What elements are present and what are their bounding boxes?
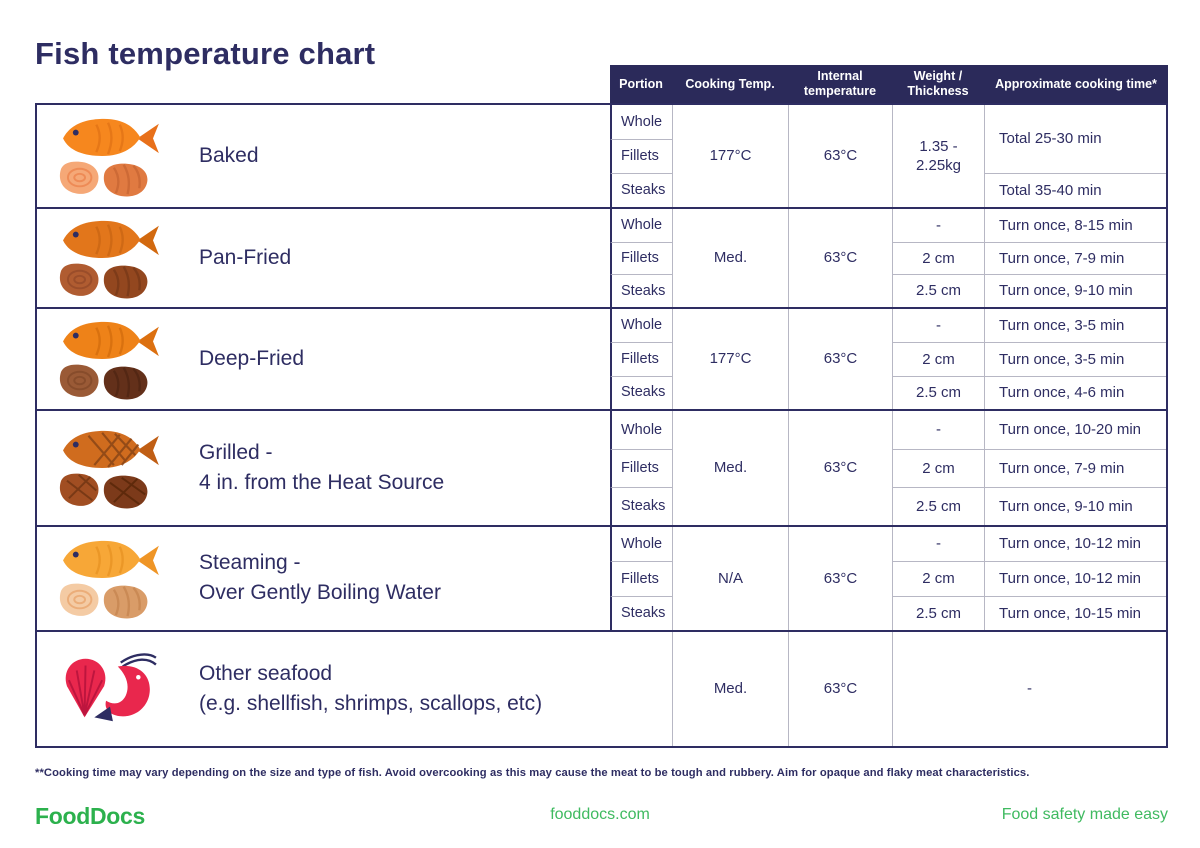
method-label: Other seafood (e.g. shellfish, shrimps, s… — [199, 661, 543, 715]
cooking-temp-cell: 177°C — [672, 105, 788, 207]
method-label: Grilled -4 in. from the Heat Source — [199, 440, 445, 494]
method-cell: Deep-Fried — [37, 309, 610, 409]
weight-cell: 2 cm — [892, 561, 984, 596]
method-block-steaming: Steaming - Over Gently Boiling Water Whole… — [37, 525, 1166, 630]
portion-cell: Whole — [610, 527, 672, 562]
cooking-temp-cell: N/A — [672, 527, 788, 630]
weight-cell: 2.5 cm — [892, 375, 984, 409]
method-block-deep-fried: Deep-Fried Whole Fillets Steaks 177°C 63°C -2 … — [37, 307, 1166, 409]
cooking-time-cell: Turn once, 10-12 min — [984, 561, 1166, 596]
col-header-internal-temperature: Internal temperature — [803, 69, 877, 98]
weight-cell: 2.5 cm — [892, 274, 984, 307]
cooking-time-cell: Turn once, 8-15 min — [984, 209, 1166, 242]
portion-cell: Fillets — [610, 342, 672, 376]
weight-cell: - — [892, 209, 984, 242]
portion-cell: Whole — [610, 309, 672, 343]
cooking-time-cell: Turn once, 9-10 min — [984, 487, 1166, 525]
portion-cell: Steaks — [610, 274, 672, 307]
internal-temp-cell: 63°C — [788, 527, 892, 630]
method-block-other-seafood: Other seafood (e.g. shellfish, shrimps, s… — [37, 630, 1166, 746]
method-cell: Steaming - Over Gently Boiling Water — [37, 527, 610, 630]
portion-cell: Whole — [610, 209, 672, 242]
cooking-temp-cell: Med. — [672, 632, 788, 746]
method-label: Pan-Fried — [199, 245, 292, 269]
portion-cell: Fillets — [610, 449, 672, 487]
cooking-time-cell: Turn once, 10-12 min — [984, 527, 1166, 562]
fooddocs-logo: FoodDocs — [35, 803, 146, 829]
footer-tagline: Food safety made easy — [1001, 806, 1168, 823]
internal-temp-cell: 63°C — [788, 105, 892, 207]
footer: FoodDocs fooddocs.com Food safety made e… — [0, 800, 1200, 834]
weight-cell: - — [892, 309, 984, 343]
footer-website: fooddocs.com — [550, 806, 650, 823]
cooking-time-cell: Turn once, 4-6 min — [984, 375, 1166, 409]
weight-cell: 2.5 cm — [892, 487, 984, 525]
method-label: Steaming - Over Gently Boiling Water — [199, 551, 441, 605]
method-label: Baked — [199, 143, 259, 167]
weight-time-cell: - — [892, 632, 1166, 746]
weight-cell: - — [892, 411, 984, 449]
page-title: Fish temperature chart — [35, 36, 376, 71]
cooking-time-cell: Turn once, 10-20 min — [984, 411, 1166, 449]
cooking-time-cell: Turn once, 9-10 min — [984, 274, 1166, 307]
method-cell: Baked — [37, 105, 610, 207]
cooking-time-cell: Turn once, 10-15 min — [984, 595, 1166, 630]
internal-temp-cell: 63°C — [788, 632, 892, 746]
col-header-cooking-time: Approximate cooking time* — [995, 76, 1157, 91]
weight-cell: 1.35 - 2.25kg — [892, 105, 984, 207]
cooking-temp-cell: 177°C — [672, 309, 788, 409]
weight-cell: 2 cm — [892, 241, 984, 275]
weight-cell: 2.5 cm — [892, 595, 984, 630]
portion-cell: Fillets — [610, 241, 672, 275]
table-body: Baked Whole Fillets Steaks 177°C 63°C 1.35 - 2… — [35, 103, 1168, 748]
col-header-cooking-temp: Cooking Temp. — [685, 76, 775, 91]
pan-fried-fish-icon — [55, 214, 163, 302]
grilled-fish-icon — [55, 424, 163, 512]
portion-cell: Whole — [610, 411, 672, 449]
portion-cell: Fillets — [610, 561, 672, 596]
table-header: Portion Cooking Temp. Internal temperatu… — [610, 65, 1168, 103]
portion-cell: Steaks — [610, 487, 672, 525]
portion-cell: Steaks — [610, 375, 672, 409]
cooking-temp-cell: Med. — [672, 411, 788, 525]
internal-temp-cell: 63°C — [788, 411, 892, 525]
shellfish-shrimp-icon — [55, 645, 163, 733]
cooking-time-cell: Turn once, 3-5 min — [984, 342, 1166, 376]
cooking-time-cell: Turn once, 7-9 min — [984, 241, 1166, 275]
cooking-time-cell: Turn once, 3-5 min — [984, 309, 1166, 343]
deep-fried-fish-icon — [55, 315, 163, 403]
internal-temp-cell: 63°C — [788, 209, 892, 307]
col-header-portion: Portion — [619, 76, 663, 91]
method-cell: Grilled -4 in. from the Heat Source — [37, 411, 610, 525]
portion-cell: Steaks — [610, 173, 672, 207]
cooking-time-cell: Total 35-40 min — [984, 173, 1166, 207]
weight-cell: 2 cm — [892, 449, 984, 487]
footnote: **Cooking time may vary depending on the… — [35, 767, 1030, 779]
method-block-baked: Baked Whole Fillets Steaks 177°C 63°C 1.35 - 2… — [37, 105, 1166, 207]
cooking-time-cell: Total 25-30 min — [984, 105, 1166, 173]
method-cell: Pan-Fried — [37, 209, 610, 307]
cooking-time-cell: Turn once, 7-9 min — [984, 449, 1166, 487]
method-cell: Other seafood (e.g. shellfish, shrimps, s… — [37, 632, 672, 746]
steamed-fish-icon — [55, 534, 163, 622]
method-block-grilled: Grilled -4 in. from the Heat Source Whole… — [37, 409, 1166, 525]
method-block-pan-fried: Pan-Fried Whole Fillets Steaks Med. 63°C -2 cm… — [37, 207, 1166, 307]
method-label: Deep-Fried — [199, 346, 305, 370]
baked-fish-icon — [55, 112, 163, 200]
internal-temp-cell: 63°C — [788, 309, 892, 409]
portion-cell: Fillets — [610, 139, 672, 173]
weight-cell: - — [892, 527, 984, 562]
cooking-temp-cell: Med. — [672, 209, 788, 307]
weight-cell: 2 cm — [892, 342, 984, 376]
portion-cell: Steaks — [610, 595, 672, 630]
col-header-weight-thickness: Weight / Thickness — [907, 69, 969, 98]
portion-cell: Whole — [610, 105, 672, 139]
